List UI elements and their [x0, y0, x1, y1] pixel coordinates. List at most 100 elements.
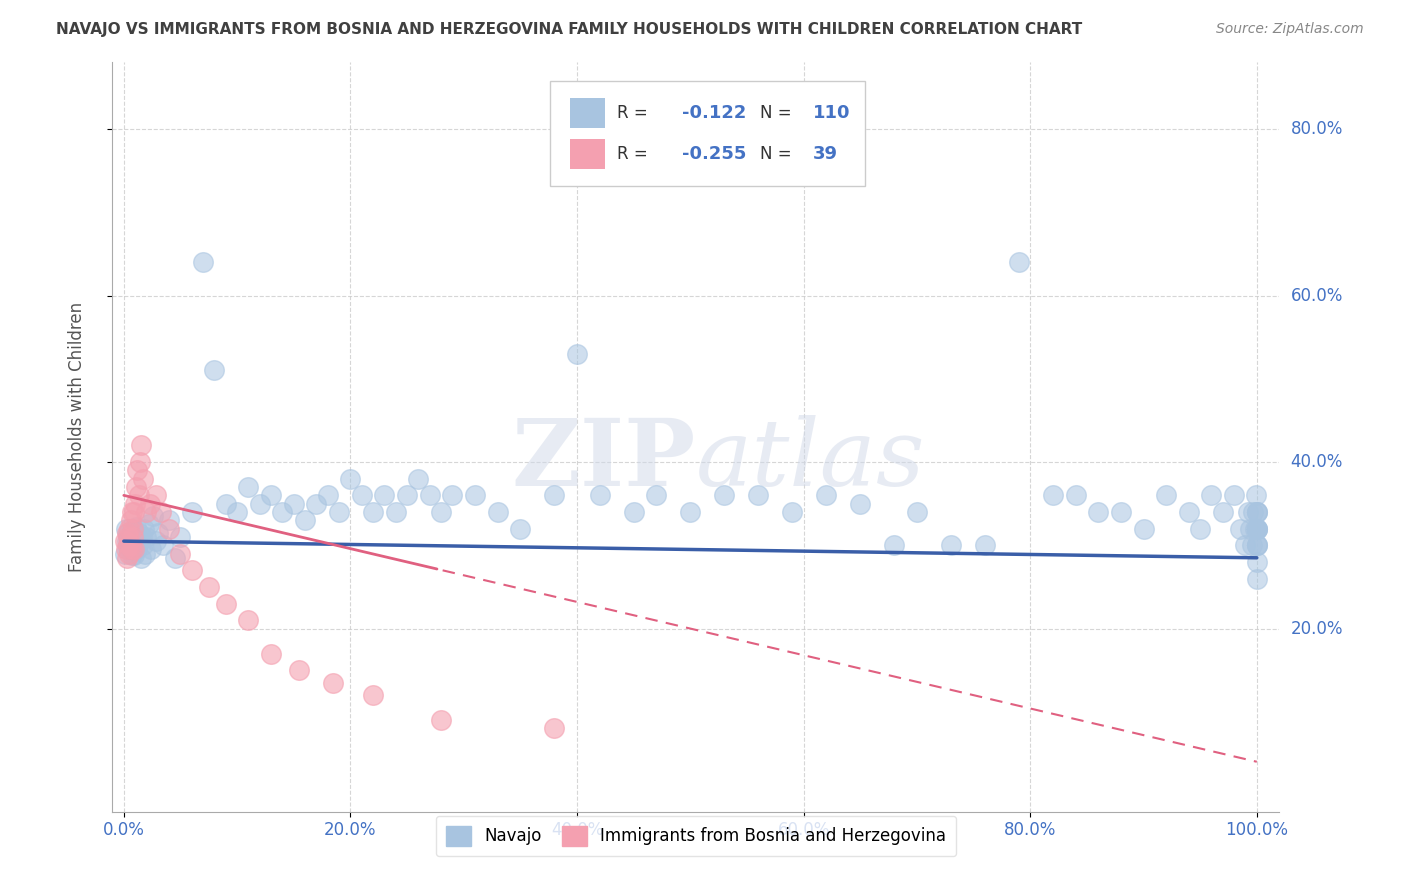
- Point: [139, 497, 162, 511]
- Point: [134, 522, 156, 536]
- Bar: [569, 139, 605, 169]
- Point: [122, 530, 145, 544]
- Point: [1234, 538, 1257, 552]
- Bar: [569, 98, 605, 128]
- Point: [1241, 505, 1264, 519]
- Point: [125, 480, 148, 494]
- Point: [1246, 522, 1268, 536]
- Text: atlas: atlas: [696, 415, 925, 505]
- Point: [565, 347, 588, 361]
- Point: [124, 530, 146, 544]
- Point: [1064, 488, 1087, 502]
- Point: [121, 524, 143, 538]
- Point: [135, 530, 157, 544]
- Point: [384, 505, 406, 519]
- Point: [1246, 555, 1268, 569]
- Point: [118, 540, 141, 554]
- Point: [114, 547, 136, 561]
- Point: [128, 455, 150, 469]
- Point: [1223, 488, 1246, 502]
- Point: [122, 532, 145, 546]
- Point: [419, 488, 441, 502]
- Point: [441, 488, 464, 502]
- Point: [191, 255, 214, 269]
- Point: [1244, 488, 1267, 502]
- Text: 80.0%: 80.0%: [1291, 120, 1343, 138]
- Text: N =: N =: [761, 145, 797, 163]
- Point: [623, 505, 645, 519]
- Point: [115, 534, 138, 549]
- Point: [260, 647, 283, 661]
- Point: [142, 509, 165, 524]
- Point: [115, 522, 138, 536]
- Point: [132, 472, 155, 486]
- Point: [361, 505, 384, 519]
- Point: [1178, 505, 1201, 519]
- Point: [543, 722, 565, 736]
- Point: [249, 497, 271, 511]
- Point: [129, 438, 152, 452]
- Point: [152, 538, 174, 552]
- Point: [145, 488, 167, 502]
- Point: [1246, 522, 1268, 536]
- Text: 40.0%: 40.0%: [1291, 453, 1343, 471]
- Point: [135, 505, 157, 519]
- Point: [117, 525, 139, 540]
- Point: [132, 538, 155, 552]
- Point: [509, 522, 531, 536]
- Point: [215, 497, 238, 511]
- Point: [1241, 538, 1264, 552]
- Point: [1087, 505, 1109, 519]
- Text: N =: N =: [761, 104, 797, 122]
- Point: [589, 488, 612, 502]
- Point: [121, 542, 143, 557]
- Point: [396, 488, 419, 502]
- Point: [117, 542, 139, 557]
- Point: [1154, 488, 1177, 502]
- Text: ZIP: ZIP: [512, 415, 696, 505]
- Point: [157, 513, 180, 527]
- Point: [129, 550, 152, 565]
- Y-axis label: Family Households with Children: Family Households with Children: [67, 302, 86, 572]
- Point: [1246, 522, 1268, 536]
- Point: [283, 497, 305, 511]
- Point: [1243, 522, 1265, 536]
- Point: [1246, 522, 1268, 536]
- Point: [1246, 538, 1268, 552]
- Point: [157, 522, 180, 536]
- Point: [305, 497, 328, 511]
- Point: [122, 542, 145, 557]
- Point: [780, 505, 803, 519]
- Point: [288, 663, 311, 677]
- Point: [238, 480, 260, 494]
- Point: [145, 534, 167, 549]
- Point: [1008, 255, 1031, 269]
- Point: [124, 497, 146, 511]
- Point: [163, 550, 186, 565]
- Point: [117, 538, 139, 552]
- Point: [115, 525, 138, 540]
- Text: -0.122: -0.122: [682, 104, 747, 122]
- Point: [361, 688, 384, 702]
- Text: R =: R =: [617, 145, 652, 163]
- Point: [430, 713, 453, 727]
- Point: [121, 505, 143, 519]
- FancyBboxPatch shape: [550, 81, 865, 186]
- Point: [883, 538, 905, 552]
- Point: [905, 505, 928, 519]
- Legend: Navajo, Immigrants from Bosnia and Herzegovina: Navajo, Immigrants from Bosnia and Herze…: [436, 815, 956, 855]
- Point: [121, 549, 143, 563]
- Point: [204, 363, 226, 377]
- Point: [260, 488, 283, 502]
- Point: [815, 488, 838, 502]
- Point: [322, 675, 344, 690]
- Point: [180, 563, 202, 577]
- Point: [128, 488, 150, 502]
- Point: [328, 505, 350, 519]
- Point: [128, 525, 150, 540]
- Point: [1239, 522, 1261, 536]
- Point: [120, 538, 142, 552]
- Point: [679, 505, 702, 519]
- Point: [128, 534, 150, 549]
- Text: 39: 39: [813, 145, 838, 163]
